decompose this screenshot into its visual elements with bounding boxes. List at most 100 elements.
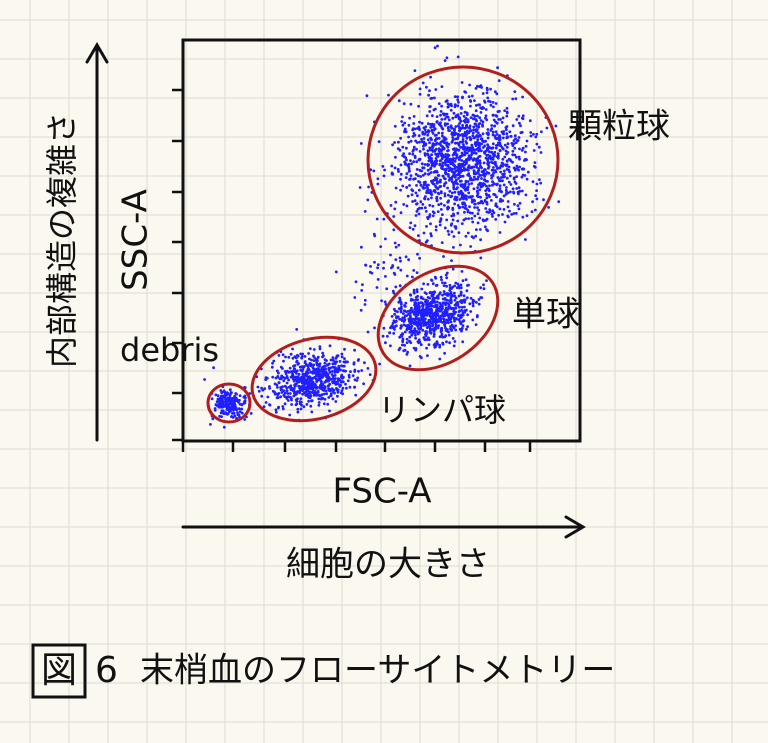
event-dot [469,166,473,170]
event-dot [451,136,455,139]
event-dot [433,160,437,163]
event-dot [270,365,274,369]
event-dot [399,300,402,303]
event-dot [513,168,517,172]
event-dot [405,353,409,356]
event-dot [331,365,335,369]
event-dot [390,172,394,176]
event-dot [437,180,441,184]
event-dot [343,369,346,373]
event-dot [461,140,465,144]
event-dot [466,173,470,177]
event-dot [489,87,492,91]
event-dot [525,139,529,143]
event-dot [231,401,234,405]
event-dot [408,116,411,120]
event-dot [415,184,418,187]
event-dot [428,312,432,316]
event-dot [447,118,451,122]
event-dot [509,190,512,194]
event-dot [505,159,509,163]
event-dot [319,370,323,373]
event-dot [292,367,296,371]
event-dot [420,310,424,314]
event-dot [529,134,533,138]
event-dot [442,255,445,258]
event-dot [455,198,459,202]
event-dot [407,258,410,262]
event-dot [450,214,454,218]
event-dot [256,385,260,389]
event-dot [462,160,466,164]
event-dot [445,298,449,302]
event-dot [425,311,429,315]
event-dot [362,382,365,386]
event-dot [298,400,302,403]
event-dot [513,202,516,206]
event-dot [404,156,408,160]
event-dot [304,393,307,397]
event-dot [343,347,346,351]
event-dot [421,130,425,134]
event-dot [412,160,416,164]
event-dot [412,288,416,292]
event-dot [293,355,297,359]
event-dot [465,327,468,331]
event-dot [534,135,538,139]
event-dot [339,368,342,372]
event-dot [238,398,241,402]
event-dot [512,177,516,181]
event-dot [425,225,428,228]
event-dot [276,386,279,389]
event-dot [471,220,475,224]
event-dot [425,332,429,335]
event-dot [470,217,474,220]
event-dot [445,284,448,288]
event-dot [511,187,515,191]
event-dot [498,138,502,142]
event-dot [407,327,410,330]
event-dot [492,211,496,215]
event-dot [500,121,504,124]
event-dot [451,307,455,310]
event-dot [434,319,438,322]
event-dot [308,347,312,350]
event-dot [446,307,450,311]
event-dot [464,140,468,143]
event-dot [325,359,328,362]
event-dot [418,323,422,326]
event-dot [407,165,411,169]
event-dot [300,355,304,358]
event-dot [366,367,370,370]
event-dot [368,373,372,376]
event-dot [537,145,541,149]
event-dot [513,153,517,157]
event-dot [450,323,454,327]
event-dot [471,302,475,305]
event-dot [438,152,441,156]
event-dot [490,147,494,150]
event-dot [413,156,417,160]
event-dot [446,229,450,233]
event-dot [418,140,421,144]
event-dot [306,367,310,371]
event-dot [453,298,457,302]
event-dot [439,159,442,163]
event-dot [476,314,479,317]
event-dot [284,370,288,373]
event-dot [450,126,454,130]
event-dot [434,315,438,319]
event-dot [444,292,447,296]
event-dot [479,195,482,199]
event-dot [418,92,422,96]
event-dot [378,362,381,366]
event-dot [423,163,427,166]
event-dot [513,90,517,93]
event-dot [305,381,309,385]
event-dot [461,95,464,99]
event-dot [442,284,446,287]
event-dot [437,147,441,151]
event-dot [426,217,430,221]
event-dot [231,406,235,410]
event-dot [431,297,435,301]
